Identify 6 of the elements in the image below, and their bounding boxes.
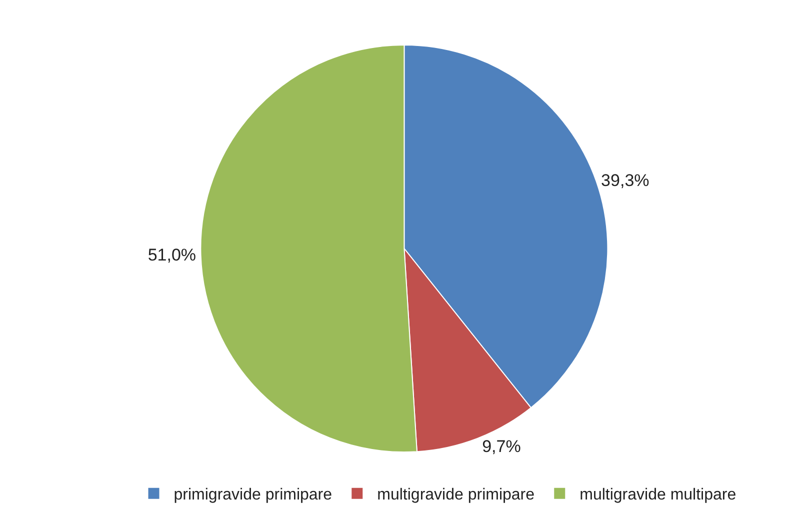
data-label: 51,0%	[148, 245, 196, 264]
legend-label: multigravide multipare	[580, 486, 736, 504]
legend-label: primigravide primipare	[174, 486, 332, 504]
data-label: 39,3%	[601, 170, 650, 190]
data-label: 9,7%	[482, 437, 521, 456]
legend-label: multigravide primipare	[377, 486, 535, 504]
